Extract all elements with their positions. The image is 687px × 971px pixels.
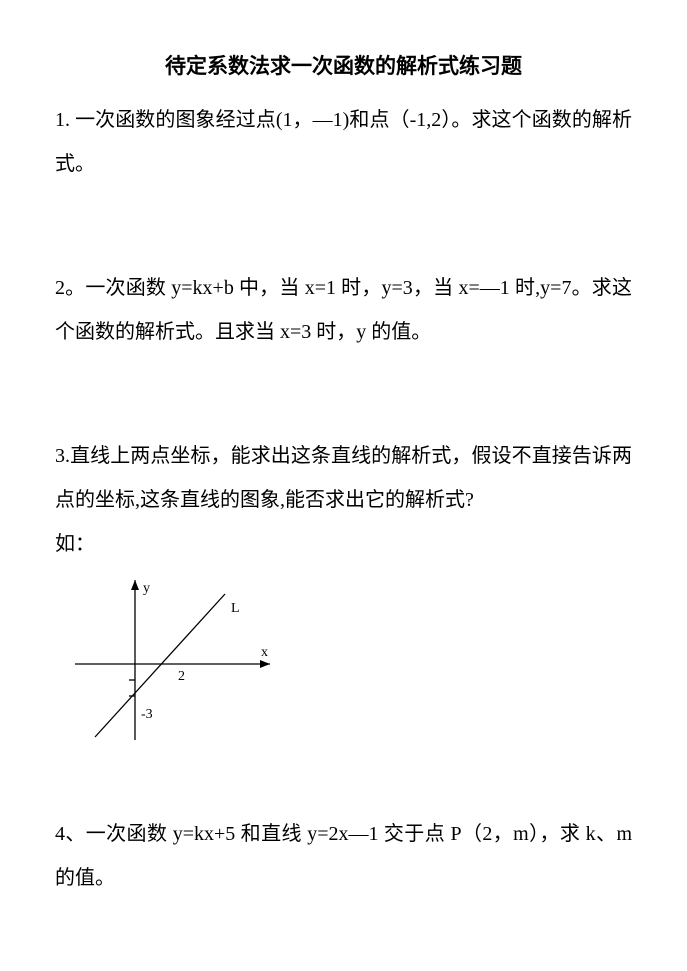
spacer [55, 186, 632, 266]
spacer [55, 354, 632, 434]
coordinate-graph: y x L 2 -3 [65, 572, 632, 747]
svg-text:y: y [143, 581, 150, 596]
svg-text:2: 2 [178, 669, 185, 684]
svg-text:x: x [261, 645, 268, 660]
spacer [55, 757, 632, 812]
line-graph-svg: y x L 2 -3 [65, 572, 280, 747]
question-4: 4、一次函数 y=kx+5 和直线 y=2x—1 交于点 P（2，m），求 k、… [55, 812, 632, 900]
question-2: 2。一次函数 y=kx+b 中，当 x=1 时，y=3，当 x=—1 时,y=7… [55, 266, 632, 354]
question-3-prompt: 如： [55, 522, 632, 566]
page-title: 待定系数法求一次函数的解析式练习题 [55, 50, 632, 80]
question-3-text: 3.直线上两点坐标，能求出这条直线的解析式，假设不直接告诉两点的坐标,这条直线的… [55, 434, 632, 522]
svg-text:-3: -3 [141, 707, 153, 722]
question-1: 1. 一次函数的图象经过点(1，—1)和点（-1,2）。求这个函数的解析式。 [55, 98, 632, 186]
svg-text:L: L [231, 601, 240, 616]
